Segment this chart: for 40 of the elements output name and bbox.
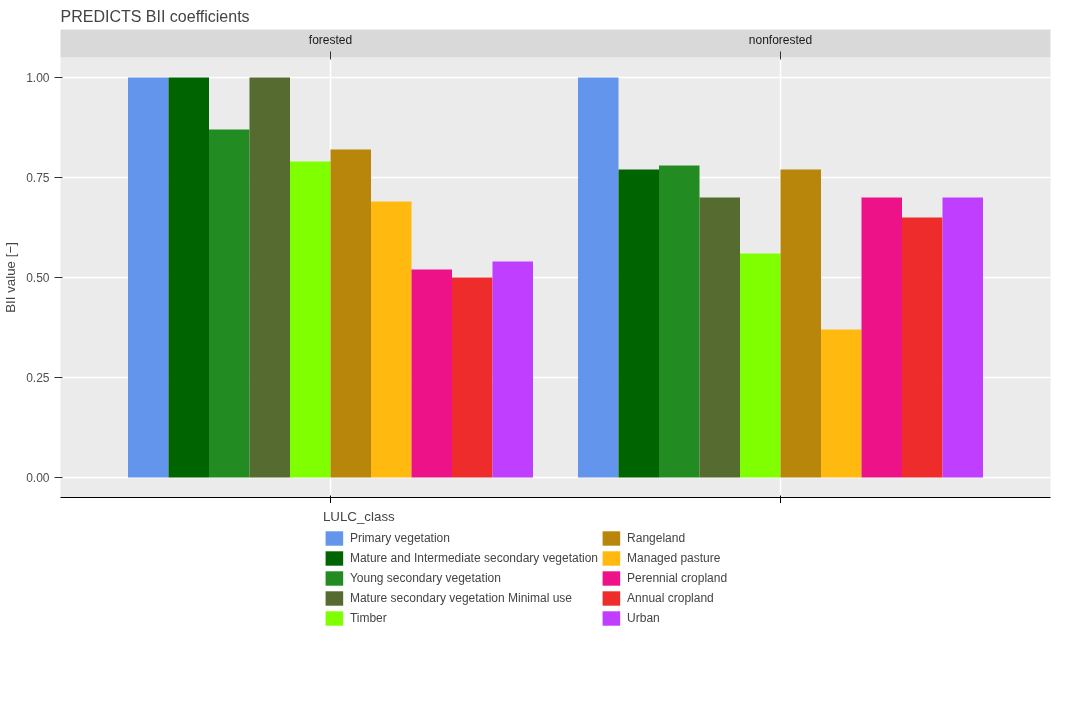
bar xyxy=(371,201,412,478)
legend-label: Urban xyxy=(627,610,660,626)
legend-label: Rangeland xyxy=(627,530,686,546)
bar xyxy=(452,277,493,478)
bar xyxy=(168,77,209,478)
bar xyxy=(578,77,619,478)
y-axis-title: BII value [−] xyxy=(3,242,19,313)
legend-label: Primary vegetation xyxy=(349,530,450,546)
bar xyxy=(209,129,250,478)
bar xyxy=(618,169,659,478)
bar xyxy=(780,169,821,478)
bar xyxy=(740,253,781,478)
bar xyxy=(902,217,943,478)
bar xyxy=(330,149,371,478)
legend-title: LULC_class xyxy=(322,509,396,524)
y-tick-label: 0.25 xyxy=(26,371,50,385)
bar xyxy=(411,269,452,478)
legend-label: Managed pasture xyxy=(627,550,721,566)
y-tick-label: 1.00 xyxy=(26,71,50,85)
x-tick-label: forested xyxy=(308,32,353,47)
legend-label: Young secondary vegetation xyxy=(349,570,501,586)
x-tick-label: nonforested xyxy=(748,32,813,47)
bar xyxy=(290,161,331,478)
y-tick-label: 0.50 xyxy=(26,271,50,285)
legend-label: Annual cropland xyxy=(627,590,714,606)
legend-label: Perennial cropland xyxy=(627,570,728,586)
chart-title: PREDICTS BII coefficients xyxy=(60,7,250,25)
bar xyxy=(128,77,169,478)
bar xyxy=(249,77,290,478)
bar xyxy=(659,165,700,478)
y-tick-label: 0.00 xyxy=(26,471,50,485)
y-tick-label: 0.75 xyxy=(26,171,50,185)
bar xyxy=(861,197,902,478)
legend-label: Timber xyxy=(349,610,387,626)
legend-label: Mature secondary vegetation Minimal use xyxy=(349,590,573,606)
bar xyxy=(492,261,533,478)
legend-label: Mature and Intermediate secondary vegetation xyxy=(349,550,599,566)
bar xyxy=(699,197,740,478)
bar xyxy=(821,329,862,478)
bar xyxy=(942,197,983,478)
